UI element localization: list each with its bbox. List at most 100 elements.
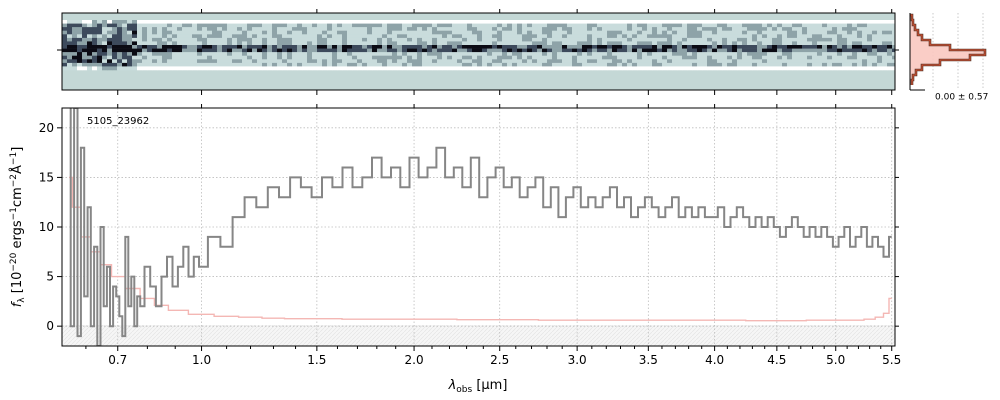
spectrum-2d-cell — [602, 30, 608, 35]
spectrum-2d-cell — [837, 62, 843, 67]
spectrum-2d-cell — [377, 59, 383, 64]
spectrum-2d-cell — [107, 20, 113, 24]
spectrum-2d-cell — [132, 37, 138, 42]
spectrum-2d-cell — [407, 55, 413, 60]
spectrum-2d-cell — [142, 20, 148, 24]
spectrum-2d-cell — [162, 55, 168, 60]
spectrum-2d-cell — [587, 34, 593, 39]
spectrum-2d-cell — [777, 59, 783, 64]
spectrum-2d-cell — [522, 52, 528, 56]
spectrum-2d-cell — [617, 48, 623, 53]
spectrum-2d-cell — [392, 66, 398, 71]
spectrum-2d-cell — [447, 27, 453, 31]
spectrum-2d-cell — [322, 45, 328, 49]
spectrum-2d-cell — [387, 45, 393, 49]
spectrum-2d-cell — [647, 27, 653, 31]
spectrum-2d-cell — [732, 59, 738, 64]
spectrum-2d-cell — [672, 62, 678, 67]
spectrum-2d-cell — [317, 62, 323, 67]
spectrum-2d-cell — [252, 30, 258, 35]
spectrum-2d-cell — [892, 48, 895, 53]
spectrum-2d-cell — [292, 20, 298, 24]
spectrum-2d-cell — [657, 20, 663, 24]
spectrum-2d-cell — [177, 34, 183, 39]
spectrum-2d-cell — [342, 66, 348, 71]
spectrum-2d-cell — [427, 48, 433, 53]
spectrum-2d-cell — [717, 52, 723, 56]
spectrum-2d-cell — [442, 55, 448, 60]
spectrum-2d-cell — [782, 66, 788, 71]
spectrum-2d-cell — [767, 37, 773, 42]
spectrum-2d-cell — [262, 23, 268, 28]
spectrum-2d-cell — [412, 52, 418, 56]
spectrum-2d-cell — [887, 30, 893, 35]
spectrum-2d-cell — [822, 34, 828, 39]
spectrum-2d-cell — [157, 62, 163, 67]
spectrum-2d-cell — [287, 45, 293, 49]
spectrum-2d-cell — [237, 59, 243, 64]
spectrum-2d-cell — [387, 62, 393, 67]
spectrum-2d-cell — [767, 23, 773, 28]
spectrum-2d-cell — [82, 20, 88, 24]
spectrum-2d-cell — [892, 59, 895, 64]
spectrum-2d-cell — [572, 37, 578, 42]
spectrum-2d-cell — [537, 55, 543, 60]
spectrum-2d-cell — [612, 20, 618, 24]
spectrum-2d-cell — [317, 20, 323, 24]
spectrum-2d-cell — [352, 41, 358, 46]
spectrum-2d-cell — [437, 27, 443, 31]
spectrum-2d-cell — [727, 59, 733, 64]
spectrum-2d-cell — [82, 62, 88, 67]
spectrum-2d-cell — [752, 27, 758, 31]
spectrum-2d-cell — [652, 30, 658, 35]
spectrum-2d-cell — [852, 34, 858, 39]
spectrum-2d-cell — [617, 66, 623, 71]
spectrum-2d-cell — [472, 45, 478, 49]
spectrum-2d-cell — [667, 45, 673, 49]
spectrum-2d-cell — [522, 66, 528, 71]
spectrum-2d-cell — [607, 45, 613, 49]
spectrum-2d-cell — [862, 62, 868, 67]
spectrum-2d-cell — [432, 55, 438, 60]
spectrum-2d-cell — [652, 34, 658, 39]
spectrum-2d-cell — [802, 30, 808, 35]
spectrum-2d-cell — [847, 45, 853, 49]
spectrum-2d-cell — [882, 52, 888, 56]
spectrum-2d-cell — [502, 41, 508, 46]
spectrum-2d-cell — [672, 34, 678, 39]
spectrum-2d-cell — [142, 48, 148, 53]
spectrum-2d-cell — [637, 48, 643, 53]
spectrum-2d-cell — [672, 27, 678, 31]
spectrum-2d-cell — [372, 27, 378, 31]
spectrum-2d-cell — [702, 27, 708, 31]
spectrum-2d-cell — [872, 66, 878, 71]
spectrum-2d-cell — [842, 27, 848, 31]
spectrum-2d-cell — [402, 66, 408, 71]
spectrum-2d-cell — [797, 59, 803, 64]
spectrum-2d-cell — [412, 37, 418, 42]
spectrum-2d-cell — [142, 30, 148, 35]
spectrum-2d-cell — [347, 20, 353, 24]
spectrum-2d-cell — [417, 55, 423, 60]
spectrum-2d-cell — [442, 62, 448, 67]
spectrum-2d-cell — [357, 48, 363, 53]
spectrum-2d-cell — [407, 59, 413, 64]
spectrum-2d-cell — [767, 30, 773, 35]
spectrum-2d-cell — [582, 34, 588, 39]
spectrum-2d-cell — [507, 27, 513, 31]
spectrum-2d-cell — [277, 23, 283, 28]
spectrum-2d-cell — [532, 62, 538, 67]
spectrum-2d-cell — [872, 45, 878, 49]
spectrum-2d-cell — [507, 52, 513, 56]
spectrum-2d-cell — [542, 55, 548, 60]
x-tick-label-10: 5.5 — [882, 353, 901, 367]
spectrum-2d-cell — [877, 30, 883, 35]
spectrum-2d-cell — [632, 55, 638, 60]
y-tick-label-0: 0 — [46, 319, 54, 333]
spectrum-2d-cell — [252, 27, 258, 31]
spectrum-2d-cell — [352, 66, 358, 71]
spectrum-2d-cell — [767, 52, 773, 56]
spectrum-2d-cell — [207, 37, 213, 42]
spectrum-2d-cell — [637, 23, 643, 28]
spectrum-2d-cell — [792, 66, 798, 71]
